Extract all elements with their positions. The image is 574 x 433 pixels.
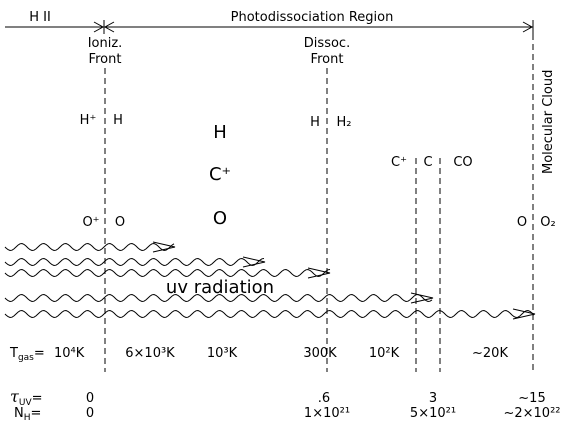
species: H [213, 122, 227, 143]
subscript: UV [19, 398, 33, 408]
arrowhead [512, 308, 536, 320]
front-label: Dissoc. [304, 36, 350, 51]
row-value: 300K [303, 346, 337, 361]
row-label: NH= [14, 406, 41, 423]
wave [4, 257, 265, 267]
row-value: ~20K [472, 346, 508, 361]
hii-label: H II [29, 10, 51, 25]
row-label: τUV= [10, 387, 43, 408]
row-label: Tgas= [9, 346, 45, 363]
region-arrows [5, 20, 534, 34]
species: H [310, 115, 320, 130]
row-value: 3 [429, 391, 437, 406]
pdr-label: Photodissociation Region [231, 10, 394, 25]
species: C [423, 155, 432, 170]
species: CO [453, 155, 472, 170]
species: H⁺ [80, 113, 97, 128]
subscript: H [24, 413, 31, 423]
symbol: T [9, 346, 18, 361]
equals: = [34, 346, 45, 361]
front-label: Front [311, 52, 344, 67]
front-label: Ioniz. [88, 36, 123, 51]
wave [4, 309, 535, 319]
species: O [213, 208, 227, 229]
row-value: 0 [86, 391, 94, 406]
molecular-cloud-label: Molecular Cloud [541, 70, 556, 174]
wave [4, 268, 331, 278]
uv-label: uv radiation [166, 277, 274, 298]
row-value: ~15 [518, 391, 545, 406]
species: O⁺ [82, 215, 99, 230]
row-value: ~2×10²² [503, 406, 560, 421]
uv-waves [4, 241, 536, 320]
row-value: 10²K [369, 346, 400, 361]
species: C⁺ [209, 164, 231, 185]
arrowhead [410, 292, 434, 304]
row-value: 1×10²¹ [304, 406, 350, 421]
row-value: 10⁴K [54, 346, 85, 361]
species: H [113, 113, 123, 128]
symbol: N [14, 406, 24, 421]
species: O [517, 215, 527, 230]
row-value: 5×10²¹ [410, 406, 456, 421]
row-value: 10³K [207, 346, 238, 361]
species: C⁺ [391, 155, 407, 170]
species: H₂ [337, 115, 352, 130]
wave [4, 242, 175, 252]
arrowhead [152, 241, 176, 253]
species: O [115, 215, 125, 230]
boundaries [104, 34, 534, 372]
row-value: 0 [86, 406, 94, 421]
equals: = [31, 406, 42, 421]
equals: = [32, 391, 43, 406]
arrowhead [242, 256, 266, 268]
arrowhead [307, 267, 331, 279]
symbol: τ [10, 387, 20, 406]
wave [4, 293, 433, 303]
row-value: 6×10³K [125, 346, 175, 361]
subscript: gas [18, 353, 34, 363]
species: O₂ [540, 215, 555, 230]
row-value: .6 [318, 391, 330, 406]
front-label: Front [89, 52, 122, 67]
